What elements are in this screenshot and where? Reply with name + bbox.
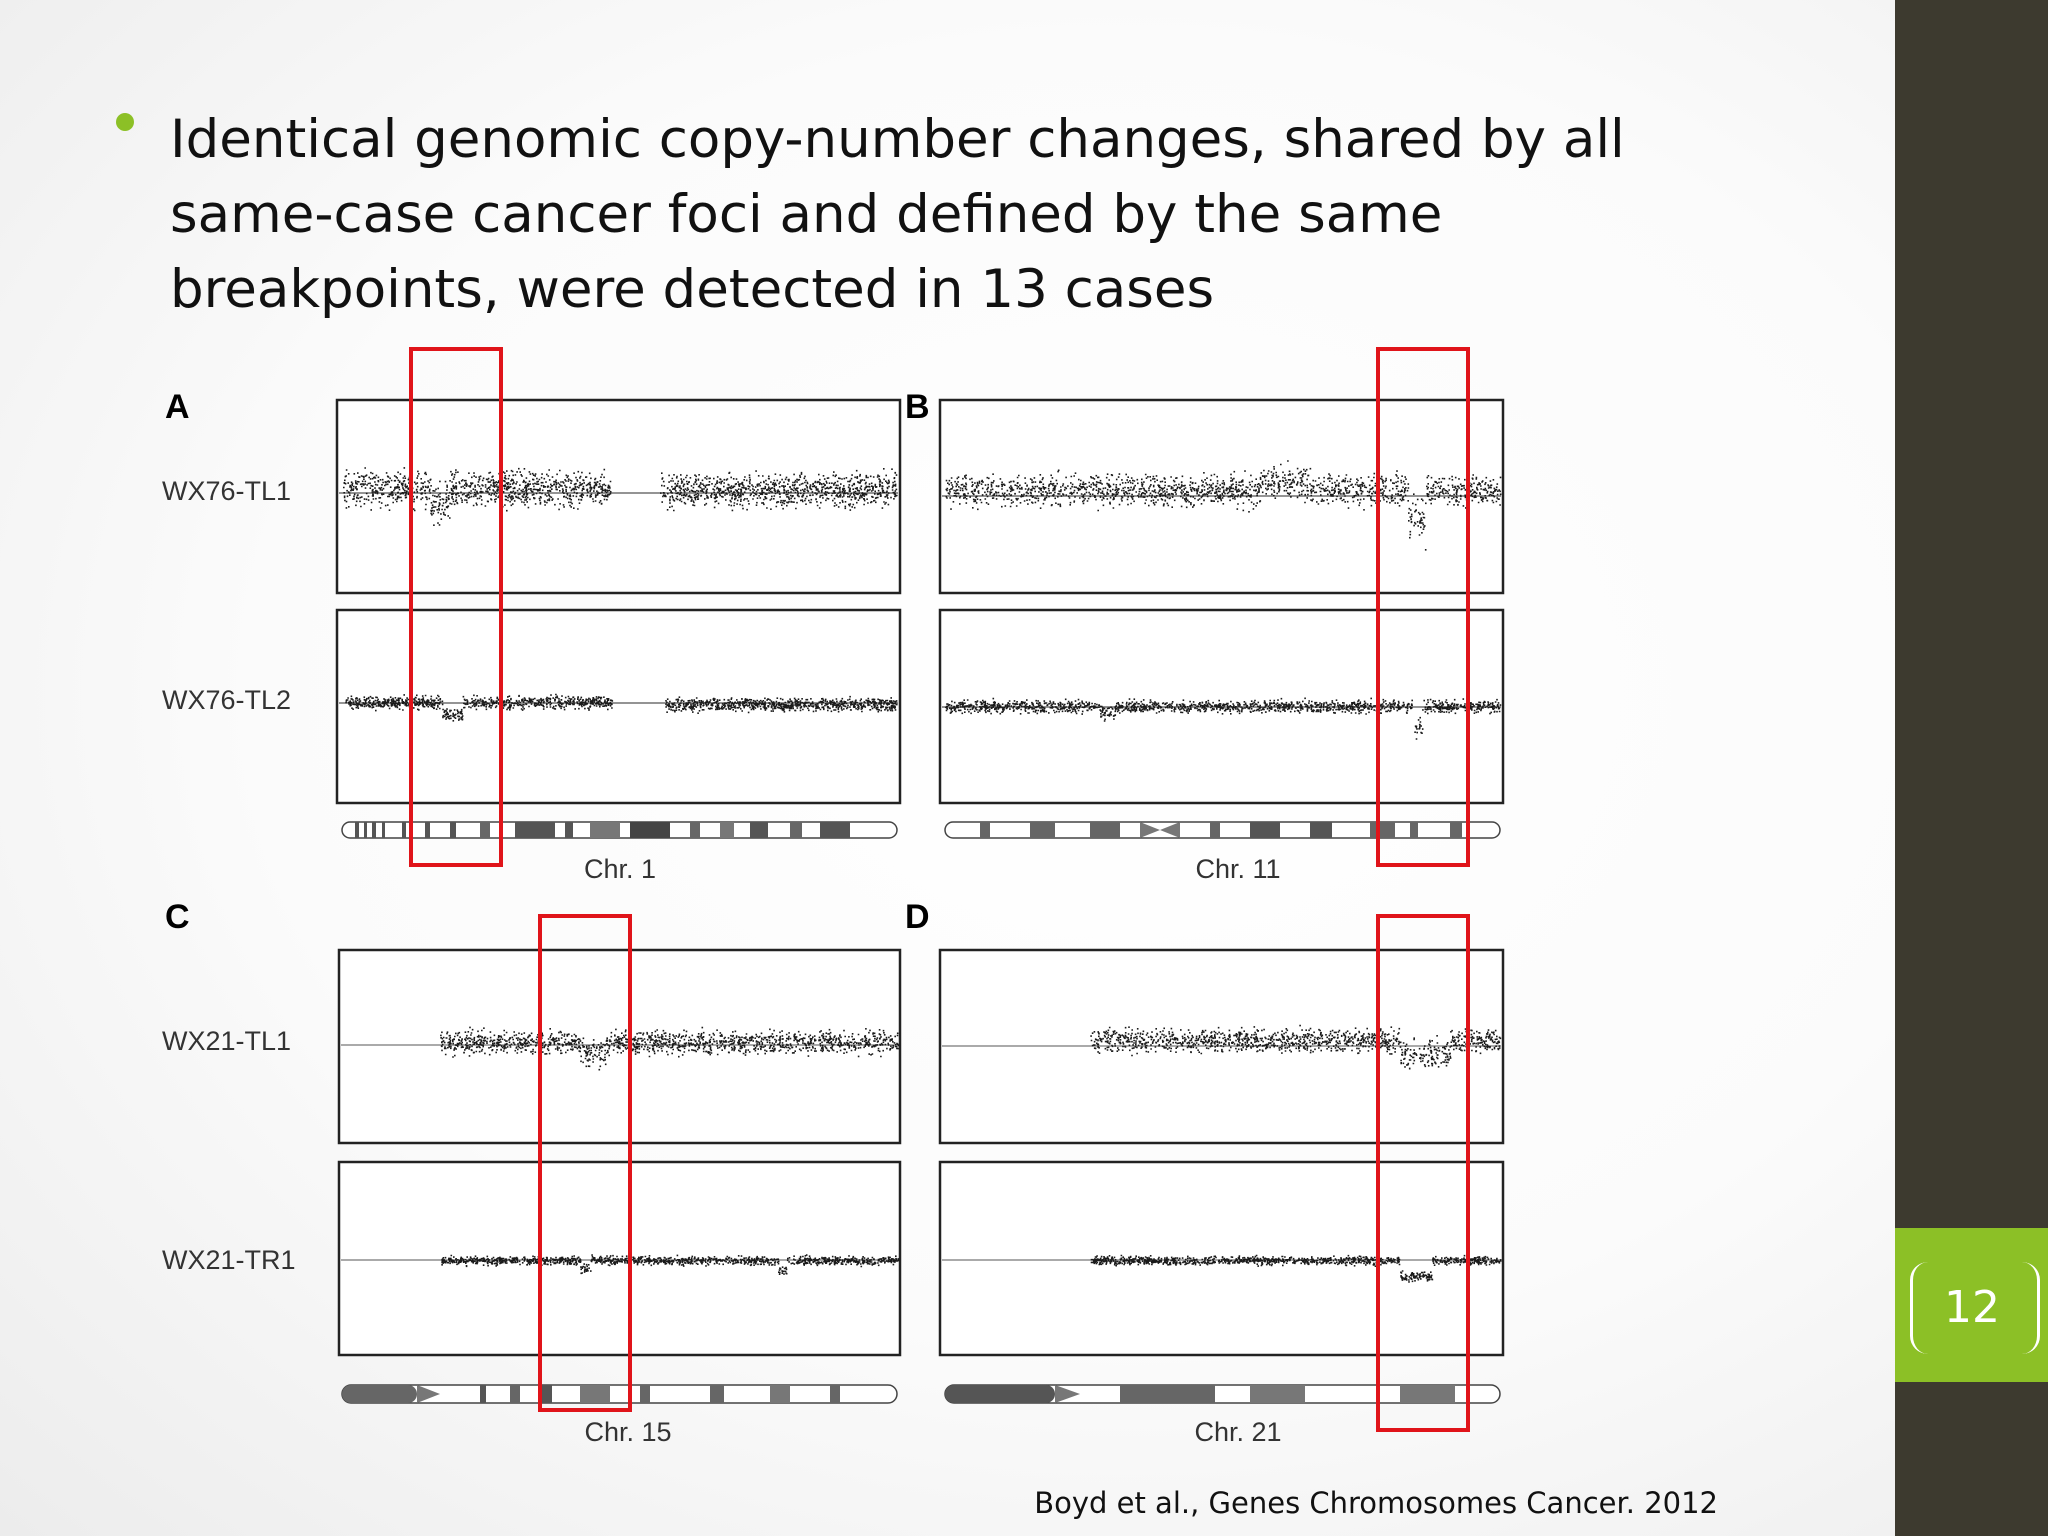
panel-letter-d: D bbox=[905, 898, 930, 936]
panel-letter-c: C bbox=[165, 898, 190, 936]
plot-box-d-bottom bbox=[938, 1160, 1505, 1357]
slide: Identical genomic copy-number changes, s… bbox=[116, 109, 1718, 1520]
highlight-box-chr1 bbox=[409, 347, 503, 867]
citation: Boyd et al., Genes Chromosomes Cancer. 2… bbox=[1034, 1486, 1718, 1520]
bullet-text: Identical genomic copy-number changes, s… bbox=[170, 109, 1625, 320]
panel-letter-b: B bbox=[905, 388, 930, 426]
copy-number-figure: A B C D WX76-TL1 WX76-TL2 WX21-TL1 WX21-… bbox=[150, 330, 1530, 1480]
chromosome-ideogram-chr15 bbox=[341, 1384, 898, 1404]
panel-letter-a: A bbox=[165, 388, 190, 426]
copy-number-figure-svg: A B C D WX76-TL1 WX76-TL2 WX21-TL1 WX21-… bbox=[162, 347, 1505, 1447]
highlight-box-chr11 bbox=[1376, 347, 1470, 867]
plot-box-a-top bbox=[335, 398, 902, 595]
chromosome-label-chr11: Chr. 11 bbox=[1195, 854, 1280, 884]
chromosome-ideogram-chr1 bbox=[341, 821, 898, 839]
sample-label-wx21-tr1: WX21-TR1 bbox=[162, 1245, 296, 1275]
highlight-box-chr21 bbox=[1376, 914, 1470, 1432]
page-number-bracket-icon bbox=[1910, 1262, 2040, 1354]
page-number-tab bbox=[1895, 1228, 2048, 1382]
plot-box-c-top bbox=[337, 948, 902, 1145]
chromosome-ideogram-chr11 bbox=[944, 821, 1501, 839]
sample-label-wx76-tl2: WX76-TL2 bbox=[162, 685, 291, 715]
chromosome-ideogram-chr21 bbox=[944, 1384, 1501, 1404]
bullet-dot-icon bbox=[116, 113, 134, 131]
page-number: 12 bbox=[1944, 1282, 2000, 1333]
sample-label-wx76-tl1: WX76-TL1 bbox=[162, 476, 291, 506]
chromosome-label-chr21: Chr. 21 bbox=[1194, 1417, 1281, 1447]
chromosome-label-chr15: Chr. 15 bbox=[584, 1417, 671, 1447]
highlight-box-chr15 bbox=[538, 914, 632, 1412]
sample-label-wx21-tl1: WX21-TL1 bbox=[162, 1026, 291, 1056]
chromosome-label-chr1: Chr. 1 bbox=[584, 854, 656, 884]
